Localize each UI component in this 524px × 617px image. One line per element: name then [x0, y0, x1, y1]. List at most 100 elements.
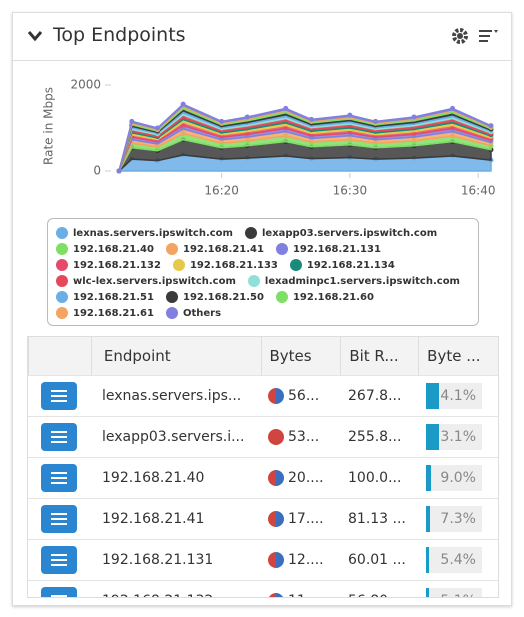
- legend-label: 192.168.21.134: [306, 259, 395, 271]
- x-tick-label: 16:40: [461, 184, 496, 198]
- bitrate-cell: 100.0...: [348, 470, 402, 486]
- bitrate-cell: 60.01 ...: [348, 552, 406, 568]
- legend-swatch: [165, 243, 178, 255]
- endpoint-cell: lexapp03.servers.i...: [102, 429, 245, 445]
- settings-icon[interactable]: [451, 27, 469, 45]
- menu-line: [51, 564, 67, 566]
- legend-item: 192.168.21.133: [172, 259, 278, 271]
- legend-swatch: [172, 259, 185, 271]
- percent-text: 5.1%: [440, 593, 476, 597]
- menu-line: [51, 395, 67, 397]
- legend-item: 192.168.21.51: [56, 291, 154, 303]
- legend-swatch: [275, 291, 288, 303]
- menu-line: [51, 477, 67, 479]
- row-menu: [28, 546, 90, 574]
- widget: Top Endpoints Rate in Mbps 0 2000 16:20 16:…: [12, 12, 512, 606]
- legend: lexnas.servers.ipswitch.com lexapp03.serv…: [47, 218, 479, 326]
- row-menu-button[interactable]: [41, 587, 77, 597]
- legend-swatch: [247, 275, 260, 287]
- y-tick-label: 0: [93, 164, 101, 178]
- percent-cell: 7.3%: [418, 506, 498, 532]
- percent-bar: [426, 547, 430, 573]
- percent-text: 24.1%: [431, 388, 476, 404]
- table-header: Endpoint Bytes Bit R... Byte ...: [28, 337, 498, 376]
- percent-text: 9.0%: [440, 470, 476, 486]
- x-tick-label: 16:30: [333, 184, 368, 198]
- pie-icon: [268, 593, 284, 597]
- point: [180, 101, 186, 107]
- bytes-cell: 12....: [260, 552, 340, 568]
- menu-line: [51, 472, 67, 474]
- percent-bar: [426, 424, 439, 450]
- percent-box: 9.0%: [426, 465, 482, 491]
- legend-row: lexnas.servers.ipswitch.com lexapp03.serv…: [56, 225, 478, 241]
- legend-item: Others: [165, 307, 222, 319]
- legend-label: 192.168.21.41: [182, 243, 264, 255]
- pie-icon: [268, 470, 284, 486]
- bytes-cell: 56...: [260, 388, 340, 404]
- point: [154, 125, 160, 131]
- legend-item: 192.168.21.61: [56, 307, 154, 319]
- bitrate-cell: 267.8...: [348, 388, 402, 404]
- legend-row: 192.168.21.132 192.168.21.133 192.168.21.1…: [56, 257, 478, 273]
- table: Endpoint Bytes Bit R... Byte ... lexnas.serv…: [27, 336, 499, 598]
- bytes-text: 12....: [288, 552, 324, 568]
- legend-label: 192.168.21.40: [73, 243, 154, 255]
- legend-label: wlc-lex.servers.ipswitch.com: [73, 275, 236, 287]
- point: [488, 123, 494, 129]
- endpoint-cell: 192.168.21.41: [102, 511, 205, 527]
- legend-label: lexadminpc1.servers.ipswitch.com: [264, 275, 460, 287]
- legend-swatch: [165, 291, 178, 303]
- row-menu: [28, 382, 90, 410]
- pie-icon: [268, 429, 284, 445]
- row-menu: [28, 423, 90, 451]
- menu-line: [51, 523, 67, 525]
- header-cell: Bit R...: [340, 337, 418, 375]
- legend-label: Others: [182, 307, 222, 319]
- header-cell: [28, 337, 91, 375]
- table-row: lexapp03.servers.i... 53... 255.8... 23.1%: [28, 417, 498, 458]
- legend-swatch: [56, 275, 68, 287]
- row-menu: [28, 505, 90, 533]
- bytes-text: 53...: [288, 429, 320, 445]
- legend-swatch: [275, 243, 288, 255]
- percent-bar: [426, 383, 440, 409]
- legend-item: lexnas.servers.ipswitch.com: [56, 227, 233, 239]
- point: [347, 112, 353, 118]
- legend-label: 192.168.21.50: [182, 291, 264, 303]
- header-cell: Bytes: [260, 337, 341, 375]
- menu-icon[interactable]: [479, 28, 499, 44]
- row-menu-button[interactable]: [41, 382, 77, 410]
- percent-box: 7.3%: [426, 506, 482, 532]
- legend-item: 192.168.21.132: [56, 259, 161, 271]
- legend-label: lexapp03.servers.ipswitch.com: [261, 227, 438, 239]
- legend-label: lexnas.servers.ipswitch.com: [73, 227, 233, 239]
- bitrate-cell: 56.80...: [340, 593, 418, 597]
- row-menu-button[interactable]: [41, 505, 77, 533]
- widget-header: Top Endpoints: [13, 13, 511, 61]
- percent-box: 24.1%: [426, 383, 482, 409]
- row-menu-button[interactable]: [41, 423, 77, 451]
- legend-label: 192.168.21.133: [189, 259, 278, 271]
- bytes-text: 11...: [288, 593, 319, 597]
- point: [129, 118, 135, 124]
- point: [219, 118, 225, 124]
- legend-label: 192.168.21.131: [292, 243, 381, 255]
- row-menu-button[interactable]: [41, 546, 77, 574]
- percent-cell: 9.0%: [418, 465, 498, 491]
- menu-line: [51, 436, 67, 438]
- legend-swatch: [56, 243, 68, 255]
- bytes-cell: 11...: [260, 593, 340, 597]
- legend-row: wlc-lex.servers.ipswitch.com lexadminpc1.…: [56, 273, 478, 289]
- legend-swatch: [56, 259, 68, 271]
- point: [244, 114, 250, 120]
- point: [450, 105, 456, 111]
- collapse-icon[interactable]: [27, 29, 43, 43]
- percent-cell: 23.1%: [418, 424, 498, 450]
- row-menu-button[interactable]: [41, 464, 77, 492]
- bytes-cell: 20....: [260, 470, 340, 486]
- percent-text: 7.3%: [440, 511, 476, 527]
- menu-line: [51, 390, 67, 392]
- legend-item: 192.168.21.40: [56, 243, 154, 255]
- point: [283, 105, 289, 111]
